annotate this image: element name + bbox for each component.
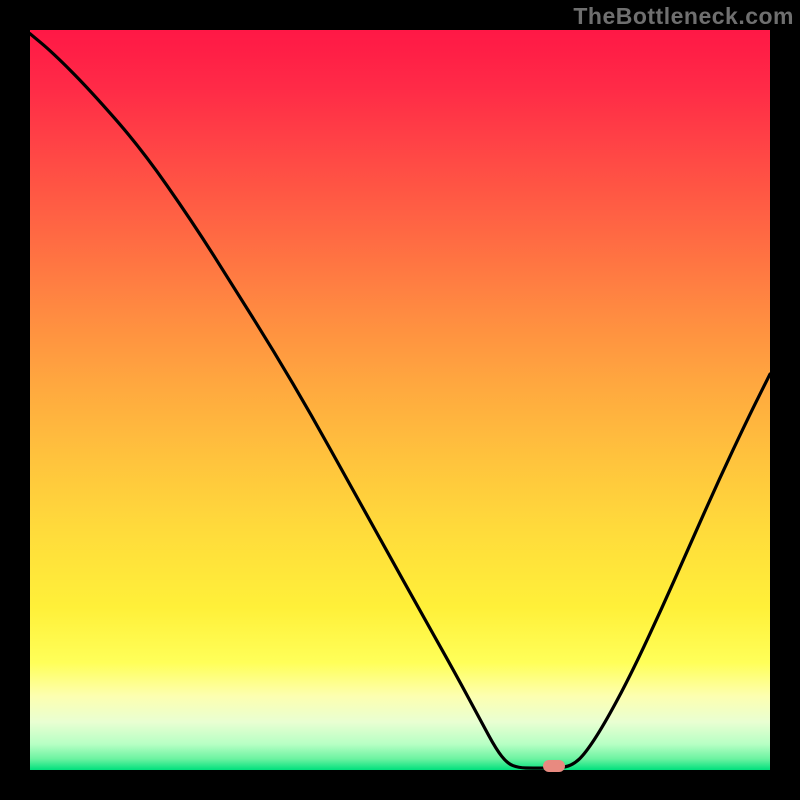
gradient-bg [30, 30, 770, 770]
optimum-marker [543, 760, 565, 772]
chart-frame: TheBottleneck.com [0, 0, 800, 800]
plot-area [30, 30, 770, 770]
chart-svg [30, 30, 770, 770]
watermark-text: TheBottleneck.com [573, 3, 794, 30]
